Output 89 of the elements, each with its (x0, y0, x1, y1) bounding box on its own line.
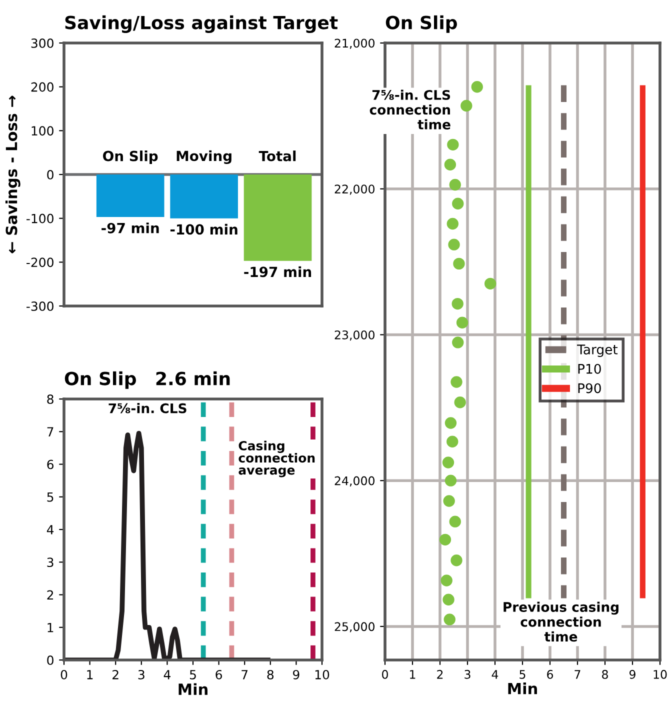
x-tick-label: 7 (574, 670, 580, 679)
point (447, 138, 459, 151)
annotation: 7⅝-in. CLS connection time (370, 90, 450, 130)
point (439, 534, 452, 546)
data-label: -197 min (244, 266, 312, 278)
y-tick-label: 24,000 (334, 476, 374, 486)
x-tick-label: 6 (216, 670, 222, 680)
point (449, 516, 461, 528)
point (452, 298, 464, 310)
y-tick-label: -100 (26, 214, 54, 224)
x-tick-label: 0 (382, 670, 388, 679)
x-tick-label: 3 (138, 670, 144, 680)
legend-label: Target (577, 344, 618, 358)
point (450, 376, 462, 388)
x-tick-label: 10 (654, 670, 667, 679)
point (443, 495, 455, 507)
category-label: Total (258, 150, 296, 162)
annotation: 7⅝-in. CLS (108, 403, 186, 414)
x-tick-label: 7 (242, 670, 248, 680)
x-tick-label: 9 (629, 670, 636, 679)
y-tick-label: 7 (47, 427, 54, 436)
x-tick-label: 5 (520, 670, 526, 679)
category-label: Moving (176, 150, 232, 164)
y-tick-label: 200 (31, 82, 54, 92)
y-tick-label: 4 (46, 525, 54, 534)
point (452, 198, 464, 210)
chart-subtitle: 2.6 min (156, 371, 230, 386)
y-tick-label: 1 (48, 623, 54, 632)
x-tick-label: 8 (602, 670, 608, 679)
point (442, 456, 454, 468)
point (460, 100, 472, 112)
point (442, 594, 454, 606)
x-tick-label: 2 (112, 670, 118, 680)
x-axis-title: Min (508, 682, 537, 694)
point (444, 417, 457, 429)
x-tick-label: 8 (267, 670, 274, 680)
point (444, 474, 457, 486)
y-tick-label: 23,000 (334, 330, 374, 341)
x-tick-label: 9 (293, 670, 300, 680)
point (448, 238, 460, 250)
point (452, 336, 464, 348)
y-tick-label: 25,000 (334, 622, 374, 632)
point (446, 218, 458, 230)
point (449, 178, 461, 191)
point (450, 554, 462, 566)
ref-line-label: Casing connection average (238, 440, 315, 478)
y-tick-label: 300 (31, 38, 54, 48)
point (484, 278, 496, 290)
x-tick-label: 4 (164, 670, 170, 680)
legend-label: P90 (578, 383, 601, 394)
x-tick-label: 1 (410, 670, 416, 679)
chart-title: On Slip (386, 15, 457, 33)
y-tick-label: -200 (26, 258, 54, 268)
point (456, 316, 468, 328)
data-label: -100 min (170, 224, 238, 235)
y-tick-label: 3 (47, 558, 54, 568)
x-tick-label: 4 (492, 670, 498, 679)
data-label: -97 min (102, 222, 159, 234)
x-axis-title: Min (178, 683, 208, 695)
x-tick-label: 3 (464, 670, 470, 679)
x-tick-label: 10 (315, 670, 330, 680)
x-tick-label: 6 (547, 670, 554, 679)
x-tick-label: 1 (87, 670, 93, 680)
point (444, 614, 456, 626)
y-tick-label: 2 (47, 590, 54, 600)
x-tick-label: 0 (60, 670, 68, 680)
x-tick-label: 5 (190, 670, 196, 680)
category-label: On Slip (103, 150, 158, 164)
point (453, 258, 465, 270)
y-tick-label: 100 (32, 126, 54, 136)
y-tick-label: 22,000 (334, 184, 374, 195)
y-tick-label: 21,000 (334, 38, 374, 49)
chart-title: Saving/Loss against Target (65, 15, 338, 34)
y-tick-label: 6 (47, 460, 54, 470)
chart-title: On Slip (64, 371, 136, 389)
y-tick-label: 0 (47, 655, 54, 665)
y-tick-label: -300 (26, 301, 54, 311)
point (440, 574, 452, 586)
x-tick-label: 2 (437, 670, 443, 679)
point (444, 158, 456, 170)
y-tick-label: 8 (47, 394, 54, 404)
point (471, 81, 483, 93)
point (446, 436, 458, 448)
point (454, 396, 466, 408)
legend-label: P10 (578, 364, 601, 374)
y-tick-label: 5 (47, 492, 54, 502)
y-axis-title: ← Savings - Loss → (5, 96, 20, 254)
annotation: Previous casing connection time (504, 602, 618, 642)
y-tick-label: 0 (47, 170, 54, 180)
